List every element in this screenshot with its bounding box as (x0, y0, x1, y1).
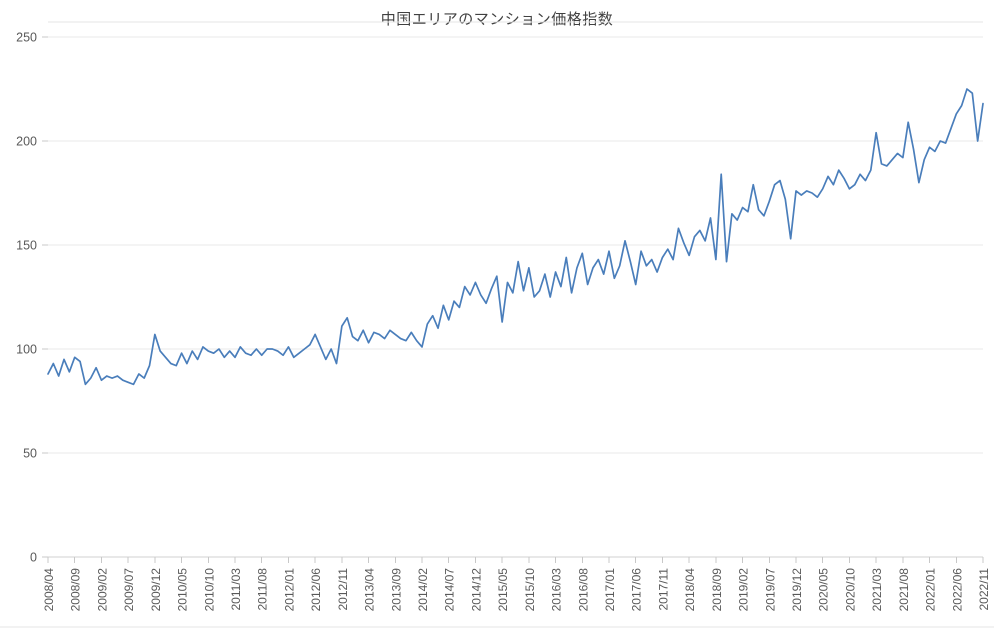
x-tick-label: 2019/07 (763, 568, 777, 612)
x-tick-label: 2011/08 (256, 568, 270, 611)
x-tick-label: 2008/04 (42, 568, 56, 612)
x-tick-label: 2013/09 (389, 568, 403, 612)
x-tick-label: 2014/12 (469, 568, 483, 612)
x-tick-label: 2015/05 (496, 568, 510, 612)
x-tick-label: 2017/01 (603, 568, 617, 612)
price-index-line (47, 88, 984, 386)
x-tick-label: 2014/07 (443, 568, 457, 612)
x-tick-label: 2010/05 (176, 568, 190, 612)
y-tick-label: 250 (16, 31, 37, 45)
gridlines (0, 21, 994, 628)
y-tick-label: 100 (16, 343, 37, 357)
x-tick-label: 2020/10 (843, 568, 857, 612)
x-tick-label: 2015/10 (523, 568, 537, 612)
x-tick-label: 2019/12 (790, 568, 804, 612)
x-tick-label: 2009/02 (95, 568, 109, 612)
chart-title: 中国エリアのマンション価格指数 (380, 11, 614, 28)
x-tick-label: 2018/09 (710, 568, 724, 612)
x-tick-label: 2008/09 (69, 568, 83, 612)
x-tick-label: 2009/12 (149, 568, 163, 612)
x-tick-label: 2020/05 (817, 568, 831, 612)
x-tick-label: 2021/08 (897, 568, 911, 612)
x-tick-label: 2012/06 (309, 568, 323, 612)
x-tick-label: 2013/04 (363, 568, 377, 612)
x-tick-label: 2022/01 (924, 568, 938, 612)
x-tick-label: 2011/03 (229, 568, 243, 611)
x-tick-label: 2017/06 (630, 568, 644, 612)
y-tick-label: 0 (30, 551, 37, 565)
x-tick-label: 2010/10 (202, 568, 216, 612)
x-tick-label: 2009/07 (122, 568, 136, 612)
x-tick-label: 2022/06 (950, 568, 964, 612)
x-tick-label: 2014/02 (416, 568, 430, 612)
x-tick-label: 2012/01 (282, 568, 296, 612)
y-tick-label: 50 (23, 447, 37, 461)
x-tick-label: 2019/02 (737, 568, 751, 612)
x-tick-label: 2017/11 (656, 568, 670, 611)
x-axis-ticks: 2008/04 2008/09 2009/02 2009/07 2009/12 2010/… (42, 557, 991, 611)
x-tick-label: 2016/03 (550, 568, 564, 612)
y-tick-label: 200 (16, 135, 37, 149)
x-tick-label: 2021/03 (870, 568, 884, 612)
x-tick-label: 2012/11 (336, 568, 350, 611)
y-axis-ticks: 0 50 100 150 200 250 (16, 31, 37, 565)
x-tick-label: 2018/04 (683, 568, 697, 612)
x-tick-label: 2022/11 (977, 568, 991, 611)
y-tick-label: 150 (16, 239, 37, 253)
x-tick-label: 2016/08 (576, 568, 590, 612)
